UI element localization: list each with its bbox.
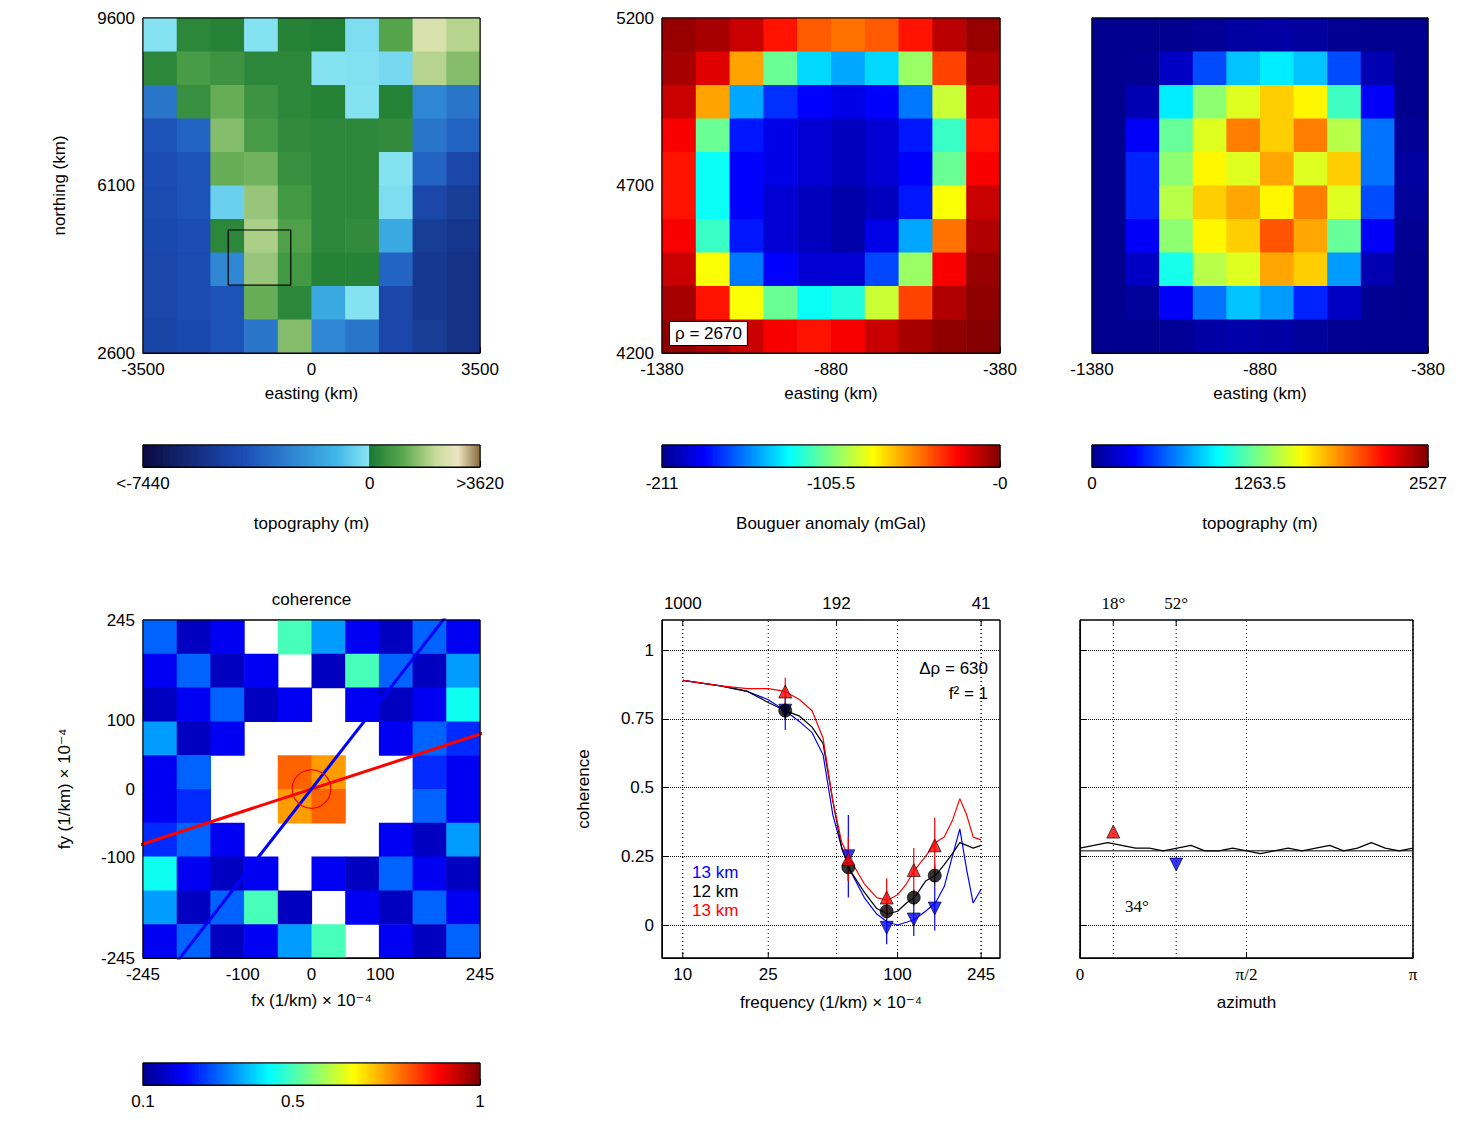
svg-text:0: 0	[307, 965, 316, 984]
svg-text:1: 1	[475, 1092, 484, 1111]
svg-text:fy (1/km) × 10⁻⁴: fy (1/km) × 10⁻⁴	[55, 729, 74, 850]
svg-text:2527: 2527	[1409, 474, 1447, 493]
svg-text:northing (km): northing (km)	[50, 135, 69, 235]
svg-text:4200: 4200	[616, 343, 654, 363]
svg-text:frequency (1/km) × 10⁻⁴: frequency (1/km) × 10⁻⁴	[740, 993, 922, 1012]
svg-text:18°: 18°	[1101, 594, 1125, 613]
svg-text:easting (km): easting (km)	[1213, 384, 1307, 403]
svg-text:0: 0	[365, 474, 374, 493]
svg-text:-100: -100	[226, 965, 260, 984]
svg-text:12 km: 12 km	[692, 882, 738, 901]
svg-text:π: π	[1409, 965, 1418, 984]
svg-text:0: 0	[126, 780, 135, 799]
svg-text:0.75: 0.75	[621, 709, 654, 728]
svg-text:topography (m): topography (m)	[254, 514, 369, 533]
svg-text:-245: -245	[126, 965, 160, 984]
svg-text:-380: -380	[1411, 360, 1445, 379]
svg-text:34°: 34°	[1125, 897, 1149, 916]
svg-text:-211: -211	[646, 474, 679, 493]
svg-text:Δρ = 630: Δρ = 630	[919, 659, 988, 678]
svg-text:245: 245	[967, 965, 995, 984]
svg-text:25: 25	[759, 965, 778, 984]
svg-text:4700: 4700	[616, 176, 654, 195]
svg-text:-100: -100	[101, 848, 135, 867]
svg-text:100: 100	[366, 965, 394, 984]
svg-text:1263.5: 1263.5	[1234, 474, 1286, 493]
svg-text:-380: -380	[983, 360, 1017, 379]
svg-text:1: 1	[645, 641, 654, 660]
svg-text:100: 100	[883, 965, 911, 984]
svg-text:fx (1/km) × 10⁻⁴: fx (1/km) × 10⁻⁴	[251, 991, 372, 1010]
svg-text:0: 0	[307, 360, 316, 379]
svg-text:52°: 52°	[1164, 594, 1188, 613]
svg-text:100: 100	[107, 711, 135, 730]
svg-text:1000: 1000	[664, 594, 702, 613]
svg-text:0.5: 0.5	[630, 778, 654, 797]
svg-text:-105.5: -105.5	[807, 474, 855, 493]
svg-text:5200: 5200	[616, 9, 654, 28]
svg-text:coherence: coherence	[574, 749, 593, 828]
svg-text:easting (km): easting (km)	[784, 384, 878, 403]
svg-text:3500: 3500	[461, 360, 499, 379]
svg-text:-0: -0	[992, 474, 1007, 493]
svg-text:0.1: 0.1	[131, 1092, 155, 1111]
svg-text:azimuth: azimuth	[1217, 993, 1277, 1012]
svg-text:245: 245	[107, 611, 135, 630]
svg-text:0: 0	[1087, 474, 1096, 493]
svg-text:6100: 6100	[97, 176, 135, 195]
svg-text:0.25: 0.25	[621, 847, 654, 866]
svg-text:192: 192	[822, 594, 850, 613]
svg-text:10: 10	[673, 965, 692, 984]
svg-text:-1380: -1380	[1070, 360, 1113, 379]
svg-text:41: 41	[972, 594, 991, 613]
svg-text:coherence: coherence	[272, 590, 351, 609]
svg-text:easting (km): easting (km)	[265, 384, 359, 403]
svg-text:245: 245	[466, 965, 494, 984]
svg-text:π/2: π/2	[1236, 965, 1258, 984]
svg-text:13 km: 13 km	[692, 901, 738, 920]
svg-text:9600: 9600	[97, 9, 135, 28]
svg-text:-1380: -1380	[640, 360, 683, 379]
svg-text:-3500: -3500	[121, 360, 164, 379]
svg-text:<-7440: <-7440	[116, 474, 169, 493]
svg-text:topography (m): topography (m)	[1202, 514, 1317, 533]
svg-text:>3620: >3620	[456, 474, 504, 493]
svg-text:0.5: 0.5	[281, 1092, 305, 1111]
svg-text:f² = 1: f² = 1	[949, 684, 988, 703]
svg-text:0: 0	[1076, 965, 1085, 984]
svg-text:2600: 2600	[97, 343, 135, 363]
svg-text:ρ = 2670: ρ = 2670	[675, 324, 742, 343]
svg-text:-245: -245	[101, 948, 135, 968]
svg-text:13 km: 13 km	[692, 863, 738, 882]
svg-text:-880: -880	[814, 360, 848, 379]
svg-text:Bouguer anomaly (mGal): Bouguer anomaly (mGal)	[736, 514, 926, 533]
svg-text:-880: -880	[1243, 360, 1277, 379]
svg-text:0: 0	[645, 916, 654, 935]
